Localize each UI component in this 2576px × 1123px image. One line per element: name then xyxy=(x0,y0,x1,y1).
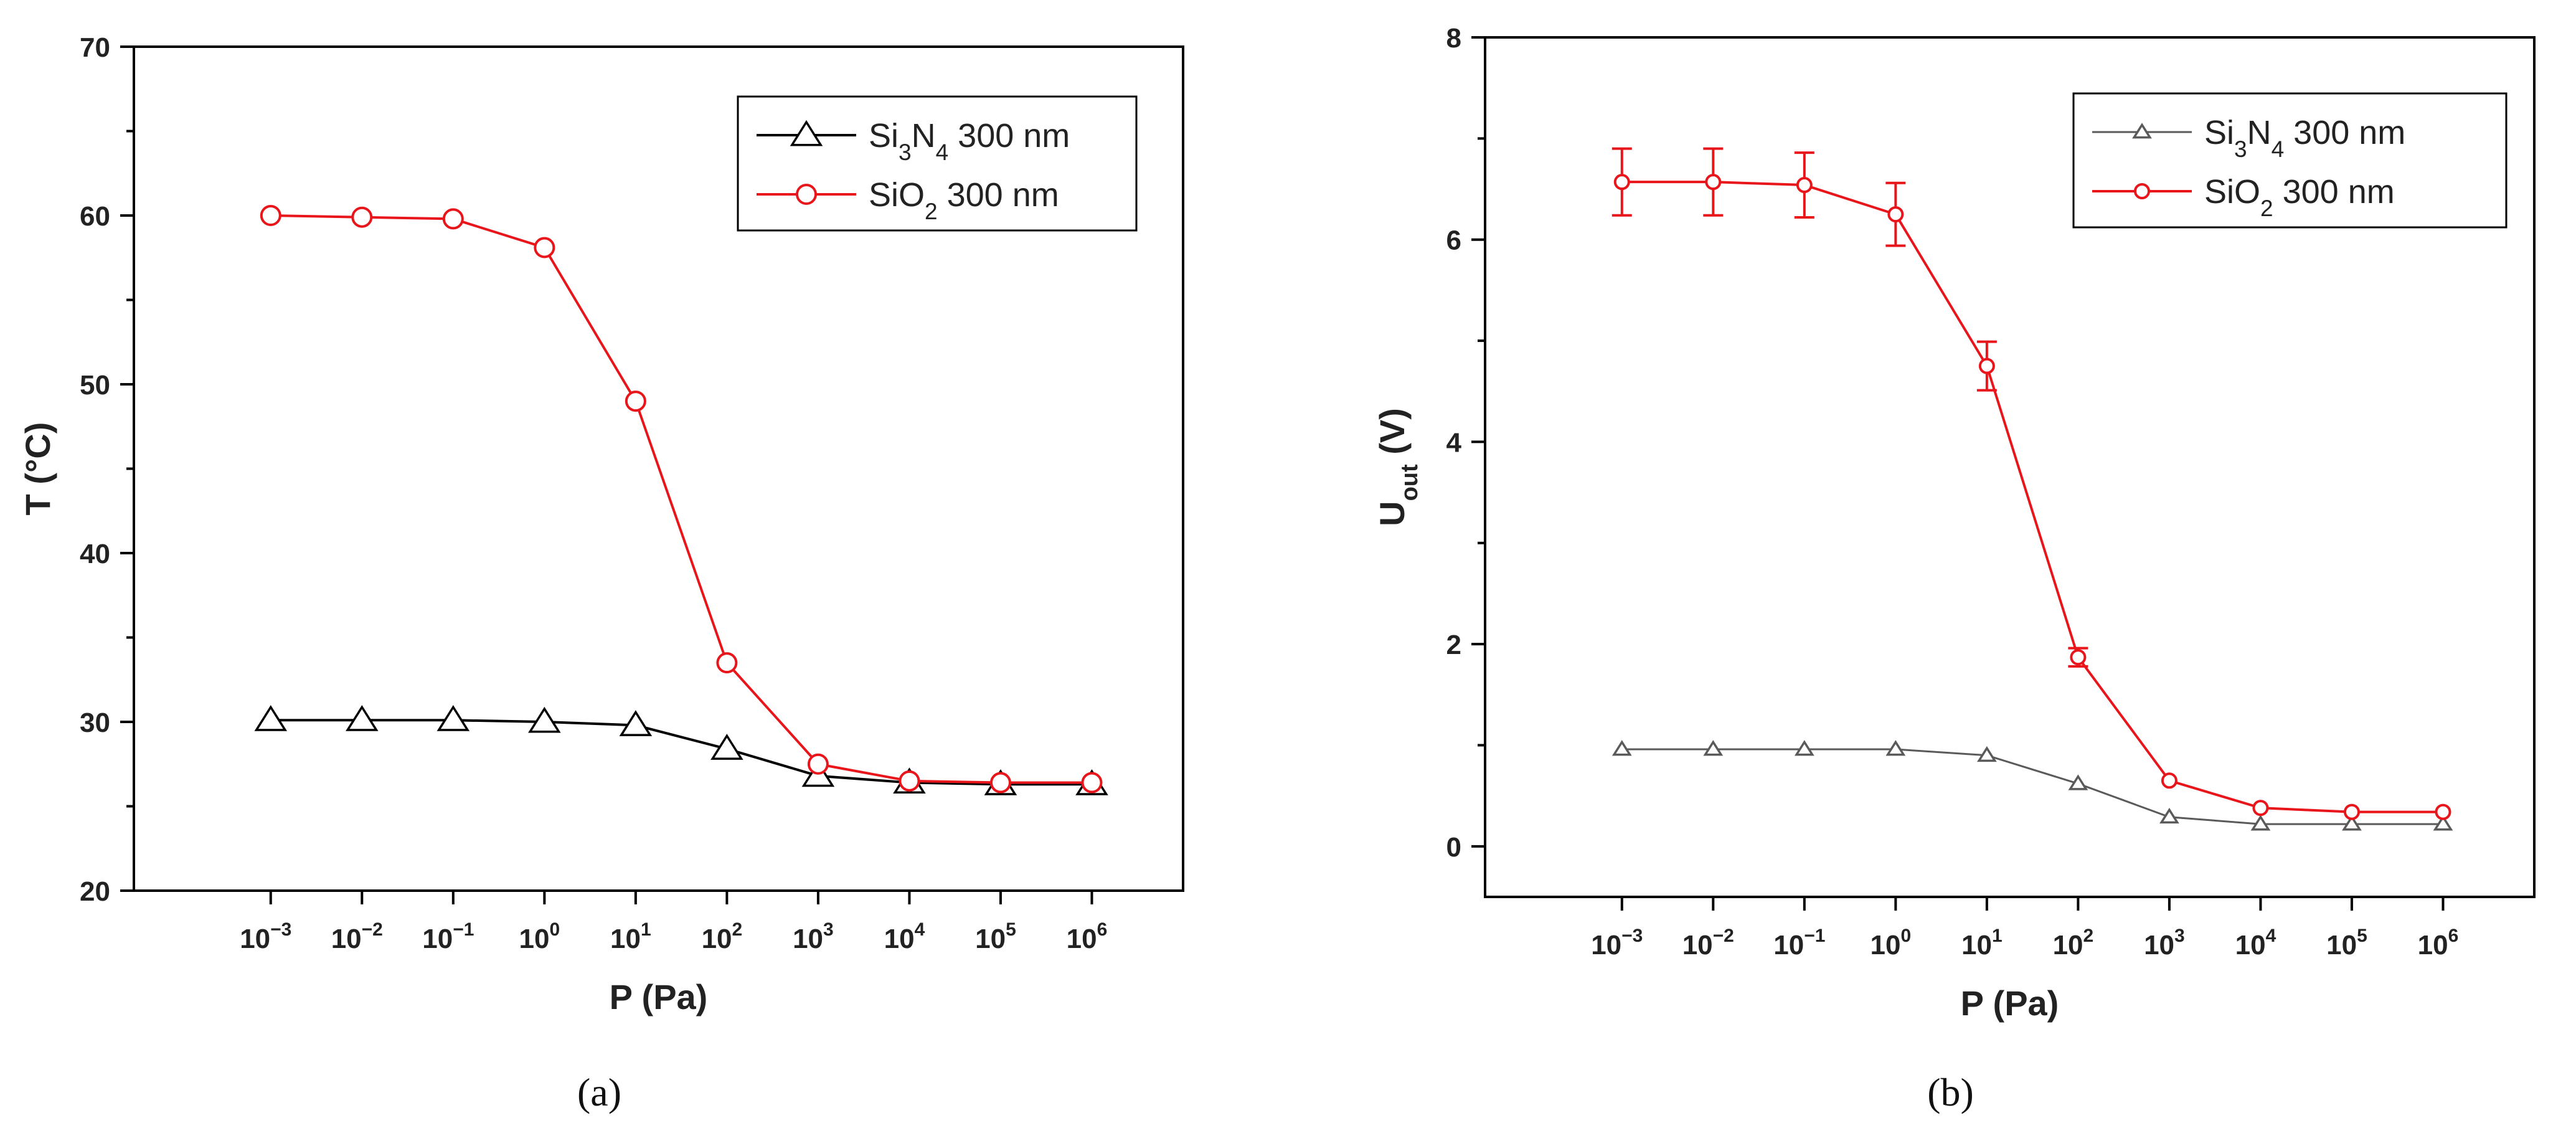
x-tick-label: 104 xyxy=(884,919,925,954)
data-point-1 xyxy=(1705,174,1722,191)
data-point-1 xyxy=(2252,800,2269,817)
y-tick-label: 6 xyxy=(1446,225,1461,256)
x-tick-label: 103 xyxy=(2144,926,2185,960)
data-point-1 xyxy=(807,753,829,775)
y-tick-label: 40 xyxy=(80,539,110,569)
series-line-1 xyxy=(1621,181,2443,813)
data-point-0 xyxy=(346,705,379,731)
data-point-0 xyxy=(619,710,653,736)
series-line-0 xyxy=(1621,748,2443,825)
x-tick-label: 10−3 xyxy=(240,919,291,954)
y-tick-label: 60 xyxy=(80,201,110,232)
data-point-1 xyxy=(534,237,555,258)
series-line-0 xyxy=(270,719,1092,786)
plot-frame xyxy=(1484,36,2536,898)
x-tick-label: 10−2 xyxy=(1682,926,1734,960)
legend-label-1: SiO2 300 nm xyxy=(2204,173,2395,221)
legend-marker-0 xyxy=(2132,123,2152,139)
legend-label-0: Si3N4 300 nm xyxy=(869,117,1070,165)
y-tick-label: 50 xyxy=(80,370,110,400)
x-tick-label: 10−1 xyxy=(1773,926,1825,960)
data-point-1 xyxy=(351,206,373,228)
x-axis-title: P (Pa) xyxy=(1961,983,2059,1023)
y-tick-label: 30 xyxy=(80,708,110,738)
x-tick-label: 103 xyxy=(793,919,834,954)
data-point-0 xyxy=(710,734,743,760)
chart-panel-a: 20 30 40 50 60 70 10−3 10−2 10−1 100 101 102 103 104 1… xyxy=(18,32,1184,1114)
data-point-0 xyxy=(528,706,561,733)
data-point-1 xyxy=(1978,358,1995,374)
legend-label-1: SiO2 300 nm xyxy=(869,176,1059,224)
x-tick-label: 101 xyxy=(1961,926,2003,960)
x-tick-label: 101 xyxy=(610,919,651,954)
data-point-1 xyxy=(1887,206,1904,223)
chart-panel-b: 0 2 4 6 8 10−3 10−2 10−1 100 101 102 103 104 105 106 P … xyxy=(1372,23,2536,1114)
data-point-1 xyxy=(2435,803,2451,820)
data-point-1 xyxy=(899,770,920,792)
data-point-1 xyxy=(625,391,646,412)
panel-caption: (a) xyxy=(577,1070,621,1114)
y-tick-label: 20 xyxy=(80,876,110,907)
x-tick-label: 102 xyxy=(2053,926,2094,960)
x-tick-label: 10−1 xyxy=(422,919,474,954)
data-point-1 xyxy=(2161,772,2177,789)
data-point-0 xyxy=(2159,807,2179,824)
data-point-1 xyxy=(260,205,281,226)
y-tick-label: 0 xyxy=(1446,832,1461,863)
panel-caption: (b) xyxy=(1927,1070,1974,1114)
y-tick-label: 4 xyxy=(1446,427,1462,458)
legend-marker-0 xyxy=(790,120,823,146)
data-point-0 xyxy=(2342,815,2362,831)
data-point-1 xyxy=(716,652,738,674)
y-axis-title: Uout (V) xyxy=(1372,408,1423,526)
data-point-1 xyxy=(442,208,464,230)
legend-box xyxy=(737,95,1138,232)
x-tick-label: 104 xyxy=(2235,926,2276,960)
legend-marker-1 xyxy=(2134,183,2150,199)
data-point-0 xyxy=(1976,746,1997,762)
y-tick-label: 8 xyxy=(1446,23,1461,54)
data-point-0 xyxy=(1611,740,1632,756)
x-tick-label: 106 xyxy=(1067,919,1108,954)
data-point-0 xyxy=(1703,740,1724,756)
y-axis-title: T (°C) xyxy=(18,422,57,516)
x-tick-label: 105 xyxy=(975,919,1016,954)
x-tick-label: 106 xyxy=(2418,926,2459,960)
legend-box xyxy=(2072,92,2508,229)
data-point-0 xyxy=(254,705,288,731)
data-point-0 xyxy=(2433,815,2453,831)
data-point-1 xyxy=(2343,803,2360,820)
x-tick-label: 10−3 xyxy=(1591,926,1643,960)
legend-label-0: Si3N4 300 nm xyxy=(2204,114,2405,162)
series-line-1 xyxy=(270,214,1092,784)
x-tick-label: 10−2 xyxy=(331,919,383,954)
legend-marker-1 xyxy=(796,184,817,205)
data-point-0 xyxy=(1794,740,1814,756)
data-point-0 xyxy=(2250,815,2271,831)
data-point-1 xyxy=(2070,649,2087,666)
x-axis-title: P (Pa) xyxy=(610,977,708,1016)
y-tick-label: 70 xyxy=(80,32,110,63)
x-tick-label: 102 xyxy=(702,919,743,954)
y-tick-label: 2 xyxy=(1446,630,1461,660)
data-point-1 xyxy=(1613,174,1630,191)
x-tick-label: 100 xyxy=(1871,926,1912,960)
data-point-1 xyxy=(1796,177,1813,194)
x-tick-label: 100 xyxy=(519,919,560,954)
data-point-0 xyxy=(2068,774,2088,790)
data-point-0 xyxy=(1885,740,1906,756)
x-tick-label: 105 xyxy=(2326,926,2367,960)
data-point-0 xyxy=(436,705,470,731)
data-point-1 xyxy=(989,772,1011,794)
data-point-1 xyxy=(1081,772,1103,794)
